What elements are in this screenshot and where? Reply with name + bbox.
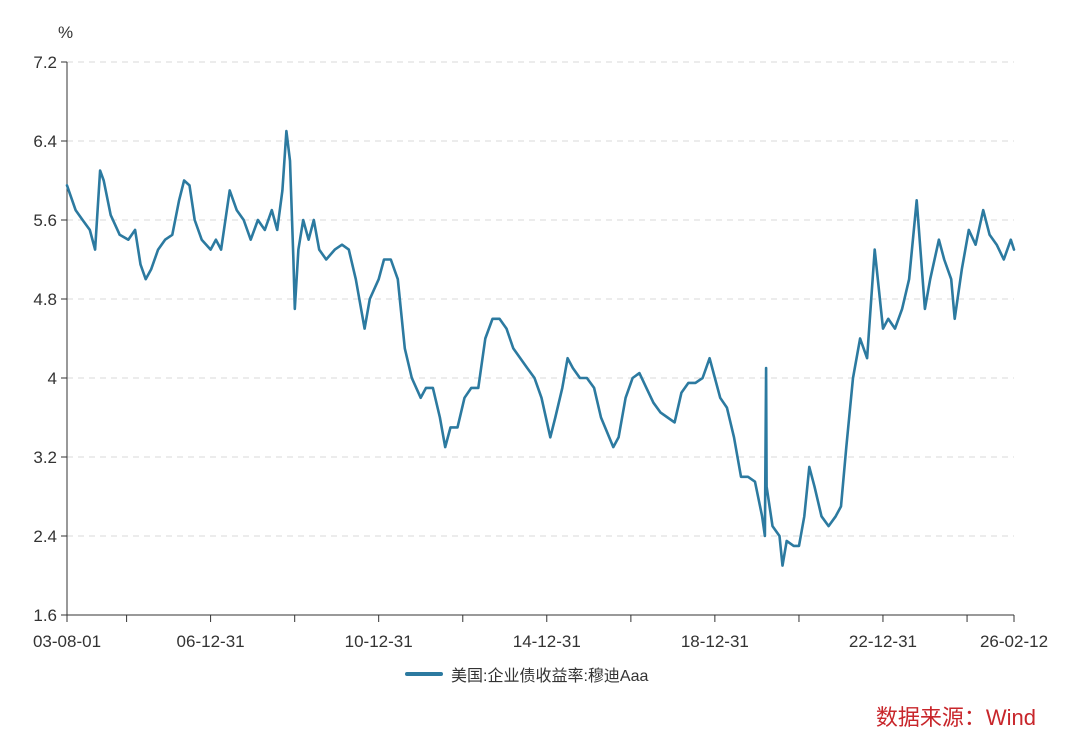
y-tick-label: 6.4 bbox=[33, 132, 57, 151]
y-tick-label: 1.6 bbox=[33, 606, 57, 625]
series-line bbox=[65, 129, 1016, 567]
y-tick-label: 7.2 bbox=[33, 53, 57, 72]
axes bbox=[66, 62, 1014, 616]
x-axis-ticks: 03-08-01 06-12-31 10-12-31 14-12-31 18-12-31… bbox=[33, 615, 1048, 651]
x-tick-label: 06-12-31 bbox=[177, 632, 245, 651]
x-tick-label: 22-12-31 bbox=[849, 632, 917, 651]
y-axis-unit-label: % bbox=[58, 23, 73, 42]
x-tick-label: 10-12-31 bbox=[345, 632, 413, 651]
grid-lines bbox=[67, 61, 1014, 537]
legend: 美国:企业债收益率:穆迪Aaa bbox=[405, 662, 648, 686]
y-axis-ticks: 1.6 2.4 3.2 4 4.8 5.6 6.4 7.2 bbox=[33, 53, 67, 625]
y-tick-label: 5.6 bbox=[33, 211, 57, 230]
legend-label: 美国:企业债收益率:穆迪Aaa bbox=[451, 668, 649, 685]
y-tick-label: 3.2 bbox=[33, 448, 57, 467]
x-tick-label: 26-02-12 bbox=[980, 632, 1048, 651]
legend-swatch bbox=[405, 672, 443, 676]
y-tick-label: 4 bbox=[48, 369, 57, 388]
y-tick-label: 4.8 bbox=[33, 290, 57, 309]
x-tick-label: 14-12-31 bbox=[513, 632, 581, 651]
x-tick-label: 03-08-01 bbox=[33, 632, 101, 651]
y-tick-label: 2.4 bbox=[33, 527, 57, 546]
series-layer bbox=[65, 129, 1016, 567]
x-tick-label: 18-12-31 bbox=[681, 632, 749, 651]
line-chart: 1.6 2.4 3.2 4 4.8 5.6 6.4 7.2 03-08-01 06-12-31 1… bbox=[33, 23, 1048, 651]
data-source-note: 数据来源：Wind bbox=[875, 705, 1036, 730]
